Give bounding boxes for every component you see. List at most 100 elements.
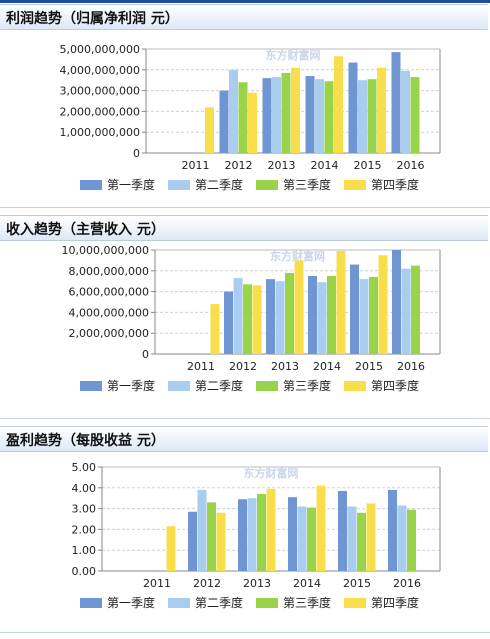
bar <box>391 52 401 153</box>
bar <box>243 284 252 354</box>
x-tick-label: 2011 <box>182 159 210 172</box>
legend-label: 第一季度 <box>107 378 155 393</box>
legend-label: 第三季度 <box>283 378 331 393</box>
bar <box>347 506 357 571</box>
y-tick-label: 6,000,000,000 <box>69 286 149 299</box>
legend-swatch <box>344 598 366 608</box>
eps-trend-panel: 盈利趋势（每股收益 元） 东方财富网 0.00 1.00 2.00 3.00 4.00 5.… <box>0 426 490 636</box>
bar <box>315 79 324 153</box>
x-tick-label: 2015 <box>355 360 383 373</box>
bar <box>407 509 416 571</box>
legend-label: 第四季度 <box>371 595 419 610</box>
bar <box>285 272 294 354</box>
x-tick-label: 2013 <box>271 360 299 373</box>
bar <box>358 80 367 153</box>
x-tick-label: 2012 <box>229 360 257 373</box>
bar <box>266 488 276 571</box>
bar <box>388 489 397 571</box>
y-tick-label: 8,000,000,000 <box>69 265 149 278</box>
bar <box>317 282 327 354</box>
revenue-trend-divider <box>0 418 490 419</box>
bar <box>392 250 401 354</box>
eps-trend-divider <box>0 632 490 633</box>
bar <box>308 276 317 354</box>
bar <box>366 503 376 571</box>
bar <box>210 304 220 354</box>
profit-trend-chart: 东方财富网 0 1,000,000,000 2,000,000,000 3,000,00… <box>60 43 441 192</box>
legend-label: 第二季度 <box>195 378 243 393</box>
eps-trend-title: 盈利趋势（每股收益 元） <box>6 433 165 449</box>
y-tick-label: 0 <box>133 147 140 160</box>
bar <box>281 72 291 153</box>
bar <box>357 512 366 571</box>
legend-label: 第二季度 <box>195 177 243 192</box>
bar <box>316 485 326 571</box>
bar <box>324 81 334 153</box>
bar <box>377 67 386 153</box>
legend-swatch <box>256 180 278 190</box>
y-tick-label: 5,000,000,000 <box>60 43 140 56</box>
legend-swatch <box>168 598 190 608</box>
y-tick-label: 5.00 <box>72 461 97 474</box>
eps-trend-chart: 东方财富网 0.00 1.00 2.00 3.00 4.00 5.00 2011 2012 201… <box>72 461 441 610</box>
y-tick-label: 1.00 <box>72 544 97 557</box>
legend-swatch <box>80 598 102 608</box>
legend-label: 第二季度 <box>195 595 243 610</box>
legend-swatch <box>256 598 278 608</box>
bar <box>197 489 207 571</box>
bar <box>238 82 248 153</box>
bar <box>233 278 243 354</box>
bar <box>348 62 358 153</box>
y-tick-label: 2,000,000,000 <box>69 327 149 340</box>
revenue-trend-header: 收入趋势（主营收入 元） <box>0 215 488 241</box>
revenue-trend-chart: 东方财富网 0 2,000,000,000 4,000,000,000 6,000,00… <box>62 244 441 393</box>
legend-label: 第三季度 <box>283 177 331 192</box>
watermark-text: 东方财富网 <box>244 466 299 480</box>
bar <box>401 268 411 354</box>
profit-trend-header: 利润趋势（归属净利润 元） <box>0 4 488 30</box>
bar <box>297 506 307 571</box>
x-tick-label: 2012 <box>225 159 253 172</box>
bar <box>248 92 257 153</box>
legend-swatch <box>344 381 366 391</box>
x-tick-label: 2014 <box>311 159 339 172</box>
bar <box>266 279 275 354</box>
y-tick-label: 2.00 <box>72 523 97 536</box>
y-tick-label: 2,000,000,000 <box>60 105 140 118</box>
bar <box>188 511 197 571</box>
eps-trend-header: 盈利趋势（每股收益 元） <box>0 426 488 452</box>
bar <box>207 502 216 571</box>
bar <box>334 56 343 153</box>
bar <box>291 67 300 153</box>
bar <box>224 291 233 354</box>
bar <box>247 498 257 571</box>
legend-swatch <box>344 180 366 190</box>
bar <box>367 79 377 153</box>
bar <box>262 78 272 153</box>
y-tick-label: 3,000,000,000 <box>60 85 140 98</box>
bar <box>350 264 359 354</box>
y-tick-label: 1,000,000,000 <box>60 126 140 139</box>
x-tick-label: 2014 <box>313 360 341 373</box>
legend-swatch <box>256 381 278 391</box>
bar <box>275 281 285 354</box>
x-tick-label: 2011 <box>187 360 215 373</box>
legend-label: 第三季度 <box>283 595 331 610</box>
y-tick-label: 10,000,000,000 <box>62 244 149 257</box>
bar <box>336 251 346 354</box>
legend-swatch <box>168 381 190 391</box>
legend-label: 第四季度 <box>371 378 419 393</box>
x-tick-label: 2016 <box>397 360 425 373</box>
watermark-text: 东方财富网 <box>266 48 321 62</box>
bar <box>401 70 410 153</box>
y-tick-label: 0 <box>142 348 149 361</box>
x-tick-label: 2012 <box>193 577 221 590</box>
bar <box>338 490 347 571</box>
x-tick-label: 2013 <box>268 159 296 172</box>
bar <box>229 69 238 153</box>
profit-trend-divider <box>0 207 490 208</box>
legend-label: 第一季度 <box>107 177 155 192</box>
bar <box>272 77 281 153</box>
bar <box>410 77 420 153</box>
legend-swatch <box>80 180 102 190</box>
